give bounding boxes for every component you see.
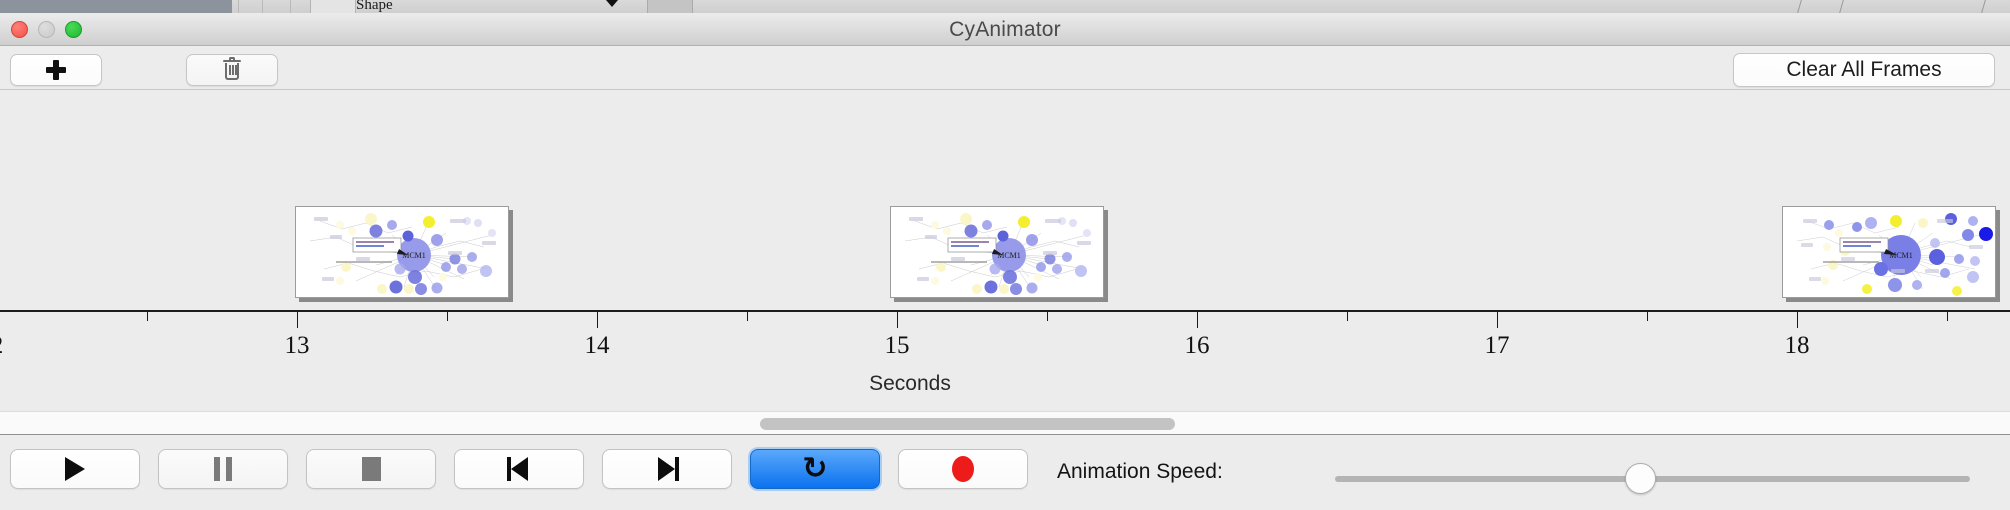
timeline-tick-label: 16 bbox=[1184, 332, 1210, 359]
frame-thumbnail-2[interactable]: MCM1 bbox=[890, 206, 1108, 302]
svg-text:MCM1: MCM1 bbox=[402, 251, 426, 260]
timeline-minor-tick bbox=[1347, 312, 1348, 321]
timeline-major-tick bbox=[1797, 312, 1798, 328]
timeline-minor-tick bbox=[1947, 312, 1948, 321]
background-slash bbox=[1977, 0, 1991, 13]
record-icon bbox=[952, 456, 974, 482]
play-icon bbox=[65, 457, 85, 481]
timeline-axis-title: Seconds bbox=[869, 372, 951, 395]
timeline-minor-tick bbox=[147, 312, 148, 321]
timeline-tick-label: 15 bbox=[884, 332, 910, 359]
background-window-label: Shape bbox=[356, 0, 393, 13]
background-cell bbox=[310, 0, 356, 13]
timeline-tick-label: 13 bbox=[284, 332, 310, 359]
traffic-light-group bbox=[11, 21, 82, 38]
maximize-button[interactable] bbox=[65, 21, 82, 38]
page-title: CyAnimator bbox=[949, 18, 1061, 41]
pause-icon bbox=[214, 457, 232, 481]
timeline-major-tick bbox=[897, 312, 898, 328]
playback-control-bar: ↻ Animation Speed: bbox=[0, 436, 2010, 510]
title-bar[interactable]: CyAnimator bbox=[0, 13, 2010, 46]
timeline-major-tick bbox=[1497, 312, 1498, 328]
timeline-tick-label: 2 bbox=[0, 332, 3, 360]
add-frame-button[interactable] bbox=[10, 54, 102, 86]
background-divider bbox=[262, 0, 263, 13]
thumbnail-plate: MCM1 bbox=[295, 206, 509, 298]
thumbnail-plate: MCM1 bbox=[1782, 206, 1996, 298]
background-slash bbox=[1793, 0, 1807, 13]
delete-frame-button[interactable] bbox=[186, 54, 278, 86]
svg-text:MCM1: MCM1 bbox=[997, 251, 1021, 260]
frame-thumbnail-1[interactable]: MCM1 bbox=[295, 206, 513, 302]
network-graph-thumbnail: MCM1 bbox=[1796, 213, 1993, 296]
slider-thumb[interactable] bbox=[1624, 463, 1656, 494]
background-caret-icon bbox=[606, 0, 618, 7]
timeline-tick-label: 17 bbox=[1484, 332, 1510, 359]
timeline-major-tick bbox=[297, 312, 298, 328]
timeline-minor-tick bbox=[1647, 312, 1648, 321]
svg-text:MCM1: MCM1 bbox=[1889, 251, 1913, 260]
timeline-tick-label: 18 bbox=[1784, 332, 1810, 359]
trash-icon bbox=[223, 56, 241, 81]
frame-thumbnail-3[interactable]: MCM1 bbox=[1782, 206, 2000, 302]
loop-icon: ↻ bbox=[802, 451, 828, 486]
animation-speed-label: Animation Speed: bbox=[1057, 460, 1223, 483]
background-selected-cell bbox=[647, 0, 693, 13]
stop-button[interactable] bbox=[306, 449, 436, 489]
background-divider bbox=[238, 0, 239, 13]
stop-icon bbox=[361, 457, 381, 481]
network-graph-thumbnail: MCM1 bbox=[309, 213, 496, 295]
last-frame-button[interactable] bbox=[602, 449, 732, 489]
animation-speed-slider[interactable] bbox=[1335, 463, 1970, 494]
frame-toolbar: Clear All Frames bbox=[0, 46, 2010, 90]
background-slash bbox=[1835, 0, 1849, 13]
play-button[interactable] bbox=[10, 449, 140, 489]
minimize-button[interactable] bbox=[38, 21, 55, 38]
timeline-panel[interactable]: MCM1 bbox=[0, 90, 2010, 411]
timeline-ruler-line bbox=[0, 310, 2010, 312]
skip-forward-icon bbox=[655, 457, 679, 481]
network-graph-thumbnail: MCM1 bbox=[904, 213, 1091, 295]
background-divider bbox=[290, 0, 291, 13]
plus-icon bbox=[46, 60, 66, 80]
timeline-minor-tick bbox=[447, 312, 448, 321]
timeline-major-tick bbox=[1197, 312, 1198, 328]
record-button[interactable] bbox=[898, 449, 1028, 489]
background-window-strip: Shape bbox=[0, 0, 2010, 13]
timeline-minor-tick bbox=[747, 312, 748, 321]
first-frame-button[interactable] bbox=[454, 449, 584, 489]
skip-back-icon bbox=[507, 457, 531, 481]
timeline-minor-tick bbox=[1047, 312, 1048, 321]
background-window-dark-panel bbox=[0, 0, 232, 13]
pause-button[interactable] bbox=[158, 449, 288, 489]
timeline-major-tick bbox=[597, 312, 598, 328]
close-button[interactable] bbox=[11, 21, 28, 38]
thumbnail-plate: MCM1 bbox=[890, 206, 1104, 298]
loop-button[interactable]: ↻ bbox=[750, 449, 880, 489]
scrollbar-thumb[interactable] bbox=[760, 418, 1175, 430]
clear-all-frames-button[interactable]: Clear All Frames bbox=[1733, 53, 1995, 87]
horizontal-scrollbar[interactable] bbox=[0, 411, 2010, 435]
timeline-tick-label: 14 bbox=[584, 332, 610, 359]
